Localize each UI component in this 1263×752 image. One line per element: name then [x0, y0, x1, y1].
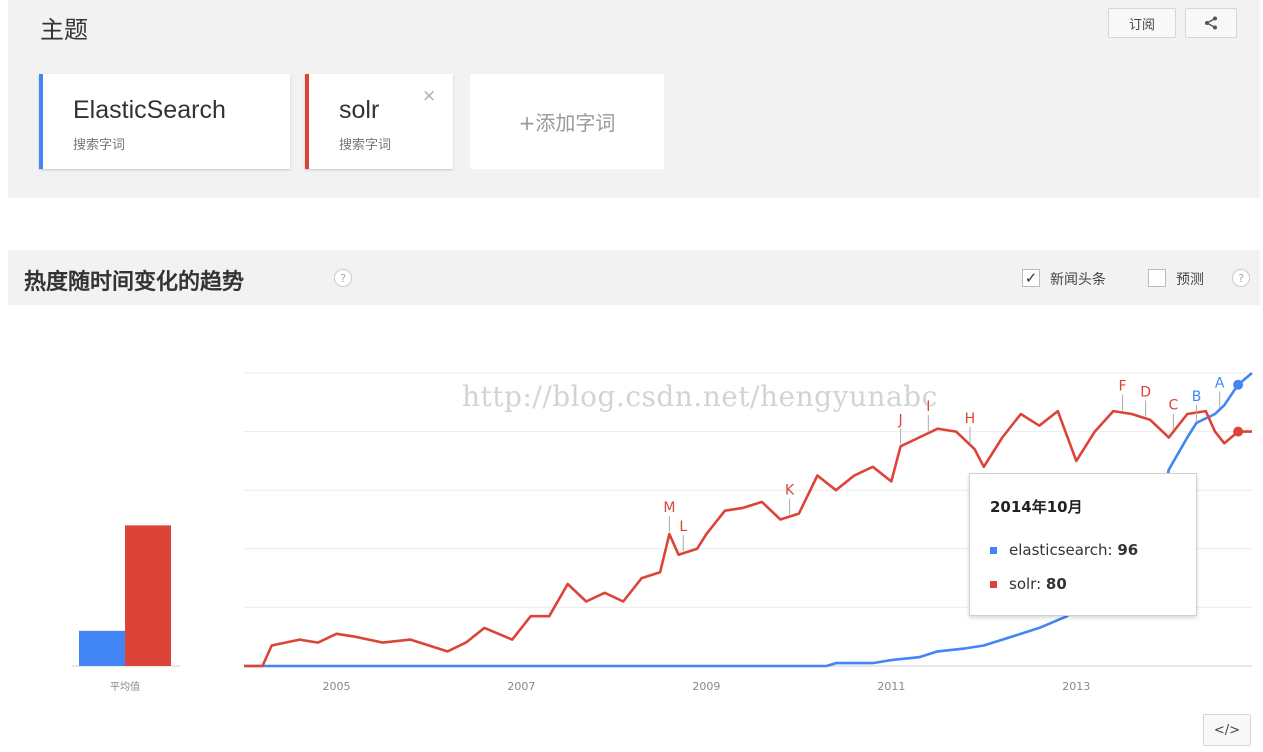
headlines-checkbox[interactable]: ✓ [1022, 269, 1040, 287]
chart-tooltip: 2014年10月 elasticsearch: 96 solr: 80 [969, 473, 1197, 616]
legend-swatch-solr [990, 581, 997, 588]
tooltip-row-elasticsearch: elasticsearch: 96 [990, 541, 1138, 559]
average-bar-solr [125, 525, 171, 666]
topics-title: 主题 [40, 16, 88, 44]
tooltip-row-solr: solr: 80 [990, 575, 1067, 593]
tooltip-series-value: 80 [1045, 575, 1067, 593]
share-button[interactable] [1185, 8, 1237, 38]
x-tick-label: 2005 [322, 680, 350, 693]
hover-point-solr [1233, 426, 1244, 437]
tooltip-series-name: elasticsearch: [1009, 541, 1118, 559]
annotation-C: C [1169, 398, 1179, 414]
annotation-B: B [1192, 389, 1202, 405]
watermark-text: http://blog.csdn.net/hengyunabc [462, 380, 938, 413]
x-tick-label: 2007 [507, 680, 535, 693]
topic-name: ElasticSearch [73, 96, 226, 124]
x-tick-label: 2011 [877, 680, 905, 693]
x-tick-label: 2013 [1062, 680, 1090, 693]
x-axis-ticks: 2005 2007 2009 2011 2013 [322, 680, 1090, 693]
series-lines [244, 372, 1253, 668]
annotation-L: L [679, 519, 687, 535]
annotation-M: M [663, 500, 675, 516]
annotation-F: F [1119, 379, 1127, 395]
subscribe-button[interactable]: 订阅 [1108, 8, 1176, 38]
legend-swatch-elasticsearch [990, 547, 997, 554]
add-term-button[interactable]: +添加字词 [470, 74, 664, 169]
embed-button[interactable]: </> [1203, 714, 1251, 746]
topic-type: 搜索字词 [73, 138, 126, 153]
trend-header: 热度随时间变化的趋势 ? ✓ 新闻头条 预测 ? [8, 250, 1260, 305]
x-tick-label: 2009 [692, 680, 720, 693]
tooltip-series-name: solr: [1009, 575, 1046, 593]
trend-title: 热度随时间变化的趋势 [24, 270, 245, 295]
annotation-I: I [926, 399, 930, 415]
headlines-label: 新闻头条 [1050, 272, 1106, 288]
average-bar-elasticsearch [79, 630, 125, 666]
share-icon [1205, 16, 1217, 30]
forecast-help-icon[interactable]: ? [1232, 269, 1250, 287]
topic-name: solr [339, 96, 380, 124]
forecast-checkbox[interactable] [1148, 269, 1166, 287]
tooltip-series-value: 96 [1117, 541, 1139, 559]
annotation-A: A [1215, 376, 1225, 392]
average-label: 平均值 [110, 680, 140, 693]
series-line-elasticsearch [244, 372, 1253, 668]
news-annotations: ML K J I H F D CBA [663, 376, 1225, 552]
annotation-K: K [785, 483, 795, 499]
tooltip-date: 2014年10月 [990, 498, 1083, 516]
help-icon[interactable]: ? [334, 269, 352, 287]
topic-card-elasticsearch[interactable]: ElasticSearch 搜索字词 [39, 74, 290, 169]
annotation-J: J [898, 412, 903, 428]
topic-card-solr[interactable]: solr 搜索字词 × [305, 74, 453, 169]
hover-point-elasticsearch [1233, 379, 1244, 390]
annotation-H: H [965, 411, 976, 427]
topic-type: 搜索字词 [339, 138, 392, 153]
annotation-D: D [1140, 384, 1151, 400]
series-line-solr [244, 409, 1252, 668]
forecast-label: 预测 [1176, 272, 1204, 288]
remove-topic-icon[interactable]: × [422, 86, 437, 106]
average-bars: 平均值 [79, 525, 171, 693]
